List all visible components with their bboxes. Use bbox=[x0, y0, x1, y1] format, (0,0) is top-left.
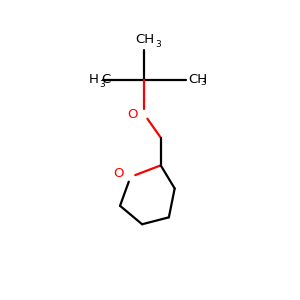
Text: 3: 3 bbox=[99, 80, 105, 89]
Text: CH: CH bbox=[135, 33, 154, 46]
Text: C: C bbox=[101, 74, 111, 86]
Text: H: H bbox=[89, 74, 99, 86]
Text: O: O bbox=[113, 167, 124, 180]
Text: 3: 3 bbox=[200, 78, 206, 87]
Text: CH: CH bbox=[189, 74, 208, 86]
Text: 3: 3 bbox=[156, 40, 161, 49]
Text: O: O bbox=[127, 108, 137, 121]
